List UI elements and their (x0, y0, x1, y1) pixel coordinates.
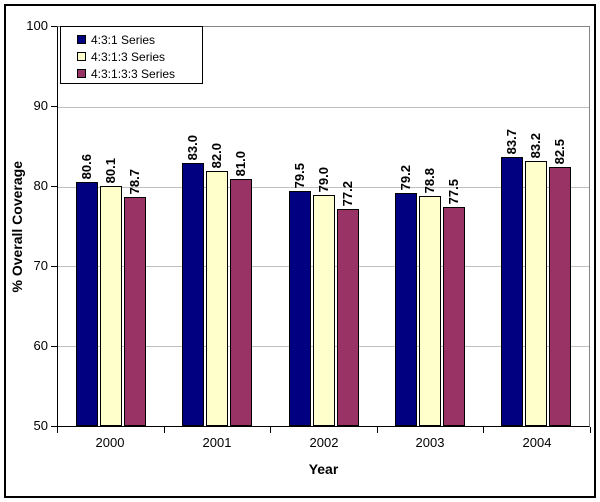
bar-2000-series-3 (124, 197, 146, 426)
legend-swatch-series-1 (77, 35, 86, 44)
legend-item: 4:3:1:3:3 Series (77, 65, 198, 82)
legend-label: 4:3:1:3 Series (91, 49, 166, 64)
legend-swatch-series-2 (77, 52, 86, 61)
bar-2002-series-1 (289, 191, 311, 426)
bar-value-label: 82.0 (209, 142, 224, 168)
bar-value-label: 77.5 (446, 178, 461, 204)
x-tick (483, 427, 484, 433)
x-tick-label: 2001 (202, 435, 232, 450)
bar-value-label: 78.7 (127, 168, 142, 194)
x-tick (377, 427, 378, 433)
bar-2003-series-3 (443, 207, 465, 426)
bar-value-label: 79.2 (398, 164, 413, 190)
y-tick-label: 80 (33, 178, 48, 193)
y-tick-label: 90 (33, 98, 48, 113)
chart-frame (4, 4, 596, 498)
bar-value-label: 82.5 (552, 138, 567, 164)
bar-value-label: 83.2 (528, 132, 543, 158)
bar-2000-series-2 (100, 186, 122, 426)
gridline-80 (58, 187, 589, 188)
bar-value-label: 79.5 (292, 162, 307, 188)
x-axis-title: Year (308, 461, 339, 477)
bar-2002-series-2 (313, 195, 335, 426)
bar-2001-series-3 (230, 179, 252, 426)
y-tick-label: 100 (26, 18, 48, 33)
y-axis-title-container: % Overall Coverage (6, 26, 28, 427)
legend-swatch-series-3 (77, 69, 86, 78)
bar-2004-series-1 (501, 157, 523, 426)
bar-value-label: 83.7 (504, 128, 519, 154)
bar-value-label: 78.8 (422, 167, 437, 193)
bar-value-label: 83.0 (185, 134, 200, 160)
bar-2004-series-3 (549, 167, 571, 426)
bar-value-label: 80.1 (103, 157, 118, 183)
legend-label: 4:3:1:3:3 Series (91, 66, 176, 81)
bar-value-label: 77.2 (340, 180, 355, 206)
y-tick-label: 70 (33, 258, 48, 273)
y-tick-label: 50 (33, 418, 48, 433)
bar-2002-series-3 (337, 209, 359, 426)
x-tick-label: 2004 (522, 435, 552, 450)
y-tick (51, 266, 57, 267)
y-tick (51, 346, 57, 347)
x-tick (590, 427, 591, 433)
x-tick (164, 427, 165, 433)
x-tick-label: 2002 (309, 435, 339, 450)
y-tick-label: 60 (33, 338, 48, 353)
plot-area: 80.6 80.1 78.7 83.0 82.0 81.0 79.5 79.0 77.2 79.2… (57, 26, 590, 427)
gridline-90 (58, 107, 589, 108)
legend-item: 4:3:1:3 Series (77, 48, 198, 65)
bar-2000-series-1 (76, 182, 98, 426)
x-tick-label: 2003 (415, 435, 445, 450)
y-tick (51, 426, 57, 427)
x-tick (57, 427, 58, 433)
bar-2003-series-1 (395, 193, 417, 426)
bar-2001-series-2 (206, 171, 228, 426)
bar-2001-series-1 (182, 163, 204, 426)
y-tick (51, 186, 57, 187)
bar-2004-series-2 (525, 161, 547, 426)
legend: 4:3:1 Series 4:3:1:3 Series 4:3:1:3:3 Se… (60, 26, 203, 84)
legend-label: 4:3:1 Series (91, 32, 156, 47)
bar-value-label: 80.6 (79, 153, 94, 179)
bar-value-label: 81.0 (233, 150, 248, 176)
bar-2003-series-2 (419, 196, 441, 426)
y-tick (51, 26, 57, 27)
bar-value-label: 79.0 (316, 166, 331, 192)
x-tick-label: 2000 (95, 435, 125, 450)
y-tick (51, 106, 57, 107)
x-tick (270, 427, 271, 433)
legend-item: 4:3:1 Series (77, 31, 198, 48)
